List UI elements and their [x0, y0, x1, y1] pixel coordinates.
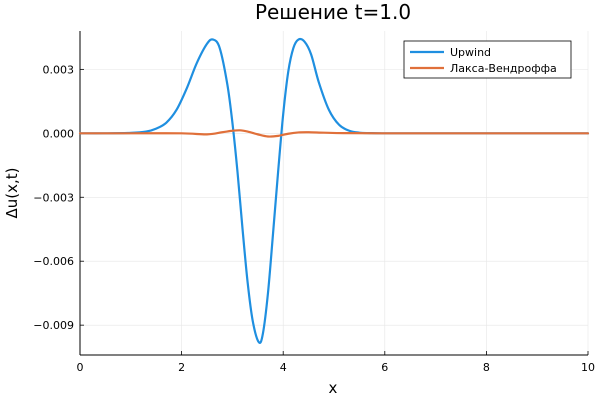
series-line-upwind [78, 37, 590, 345]
tick-labels: 0 2 4 6 8 10 0.003 0.000 −0.003 −0.006 −0.009 [33, 63, 595, 374]
x-tick-label: 8 [483, 361, 490, 374]
x-tick-label: 2 [178, 361, 185, 374]
y-tick-label: −0.006 [33, 255, 74, 268]
x-tick-label: 4 [280, 361, 287, 374]
y-axis-label: Δu(x,t) [3, 168, 21, 219]
legend-label-upwind: Upwind [450, 46, 491, 59]
x-tick-label: 0 [77, 361, 84, 374]
series-lines [78, 37, 590, 345]
y-tick-label: −0.009 [33, 319, 74, 332]
legend-box [403, 40, 572, 79]
y-tick-label: 0.003 [43, 63, 75, 76]
legend-label-lax-wendroff: Лакса-Вендроффа [450, 62, 557, 75]
x-tick-label: 10 [581, 361, 595, 374]
series-line-lax-wendroff [78, 129, 590, 138]
x-tick-label: 6 [381, 361, 388, 374]
chart-title: Решение t=1.0 [255, 0, 411, 24]
y-tick-label: −0.003 [33, 191, 74, 204]
x-axis-label: x [329, 379, 338, 397]
y-tick-label: 0.000 [43, 127, 75, 140]
axes [79, 31, 589, 356]
legend: Upwind Лакса-Вендроффа [403, 40, 572, 79]
